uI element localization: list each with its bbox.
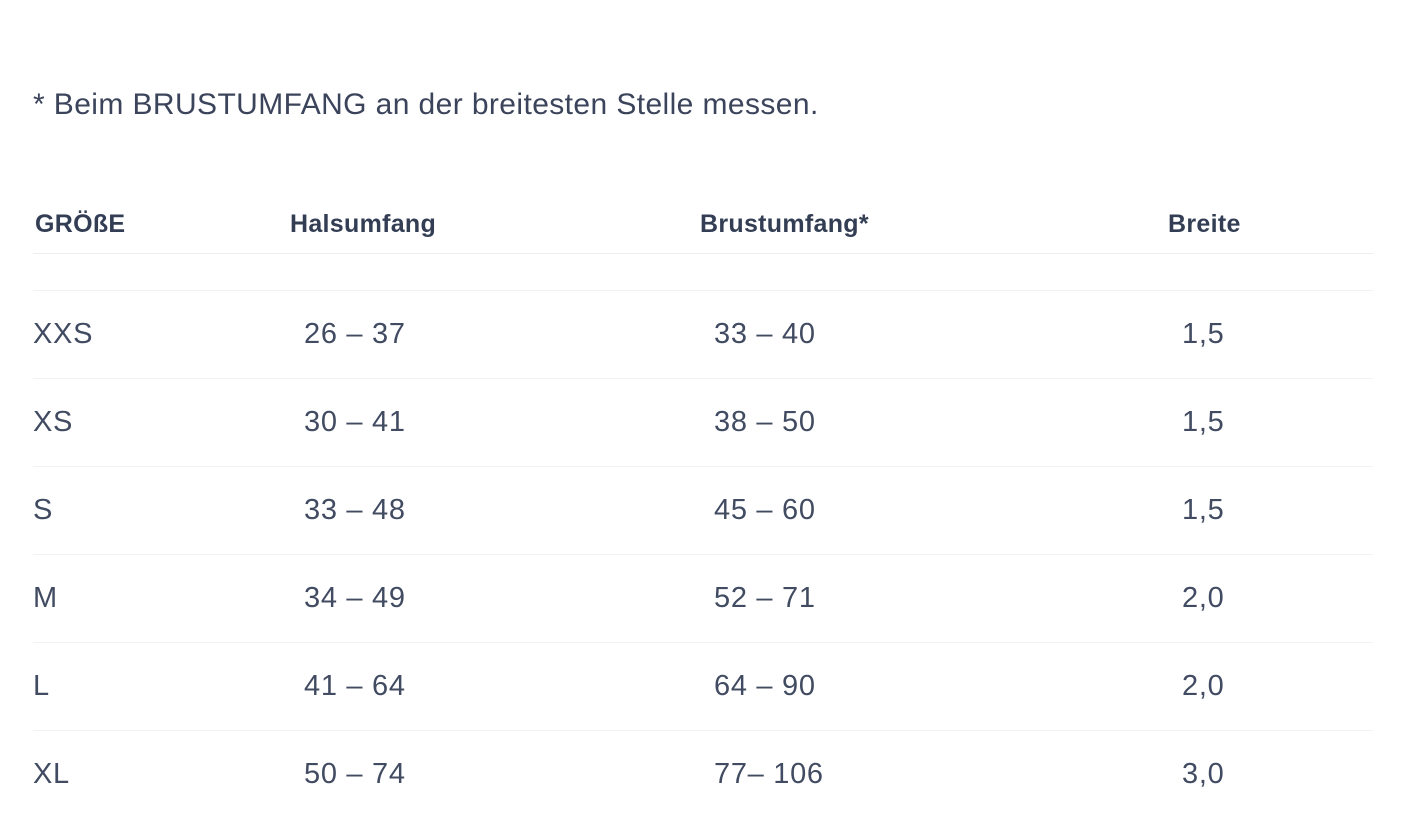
- size-cell: L: [33, 670, 50, 702]
- breite-cell: 1,5: [1182, 406, 1225, 438]
- halsumfang-cell: 34 – 49: [304, 582, 406, 614]
- breite-cell: 2,0: [1182, 582, 1225, 614]
- table-row: M 34 – 49 52 – 71 2,0: [33, 555, 1373, 643]
- table-row: S 33 – 48 45 – 60 1,5: [33, 467, 1373, 555]
- halsumfang-cell: 33 – 48: [304, 494, 406, 526]
- brustumfang-cell: 33 – 40: [714, 318, 816, 350]
- table-row: XS 30 – 41 38 – 50 1,5: [33, 379, 1373, 467]
- halsumfang-cell: 41 – 64: [304, 670, 406, 702]
- table-row: XXS 26 – 37 33 – 40 1,5: [33, 291, 1373, 379]
- size-cell: S: [33, 494, 54, 526]
- size-cell: M: [33, 582, 58, 614]
- brustumfang-cell: 64 – 90: [714, 670, 816, 702]
- breite-cell: 1,5: [1182, 494, 1225, 526]
- size-cell: XXS: [33, 318, 94, 350]
- breite-cell: 1,5: [1182, 318, 1225, 350]
- size-cell: XS: [33, 406, 74, 438]
- measurement-note: * Beim BRUSTUMFANG an der breitesten Ste…: [33, 88, 819, 121]
- brustumfang-cell: 45 – 60: [714, 494, 816, 526]
- brustumfang-cell: 77– 106: [714, 758, 824, 791]
- brustumfang-cell: 52 – 71: [714, 582, 816, 614]
- table-row: L 41 – 64 64 – 90 2,0: [33, 643, 1373, 731]
- column-header-halsumfang: Halsumfang: [288, 202, 698, 254]
- size-table: GRÖßE Halsumfang Brustumfang* Breite XXS…: [33, 202, 1373, 819]
- column-header-breite: Breite: [1166, 202, 1373, 254]
- size-cell: XL: [33, 758, 70, 791]
- table-header-row: GRÖßE Halsumfang Brustumfang* Breite: [33, 202, 1373, 254]
- spacer-row: [33, 253, 1373, 291]
- brustumfang-cell: 38 – 50: [714, 406, 816, 438]
- column-header-brustumfang: Brustumfang*: [698, 202, 1166, 254]
- column-header-groesse: GRÖßE: [33, 202, 288, 254]
- halsumfang-cell: 30 – 41: [304, 406, 406, 438]
- breite-cell: 3,0: [1182, 758, 1225, 791]
- halsumfang-cell: 26 – 37: [304, 318, 406, 350]
- breite-cell: 2,0: [1182, 670, 1225, 702]
- table-row: XL 50 – 74 77– 106 3,0: [33, 731, 1373, 819]
- halsumfang-cell: 50 – 74: [304, 758, 406, 791]
